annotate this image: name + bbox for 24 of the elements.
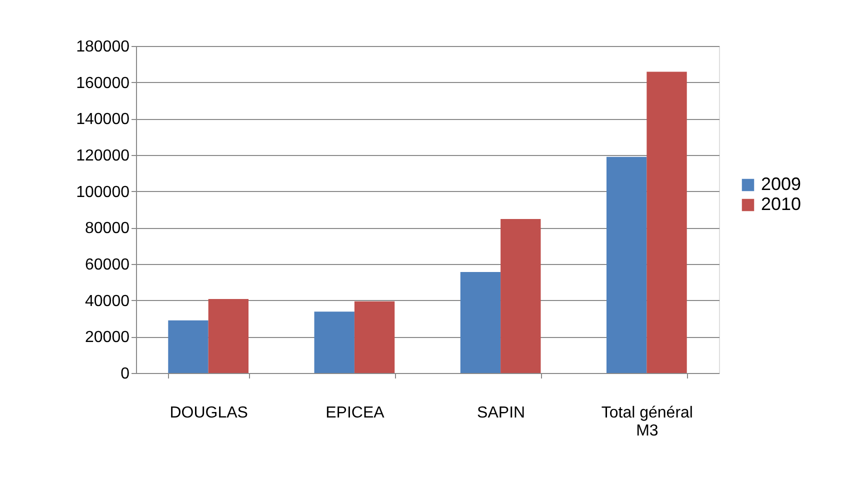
legend-label: 2010 — [761, 194, 802, 214]
bar — [314, 312, 354, 373]
bar — [354, 301, 395, 373]
x-tick-label: Total général M3 — [601, 404, 693, 440]
y-tick-label: 120000 — [76, 148, 130, 164]
y-tick-label: 0 — [120, 366, 130, 382]
y-tick-label: 40000 — [85, 292, 130, 310]
bar — [606, 156, 647, 373]
bar — [646, 72, 687, 373]
y-tick-label: 100000 — [76, 184, 130, 201]
legend-label: 2009 — [761, 174, 802, 194]
y-tick-label: 20000 — [85, 329, 130, 346]
y-tick-label: 80000 — [85, 220, 130, 238]
bar — [208, 299, 249, 373]
x-tick-label: SAPIN — [477, 404, 526, 422]
bar — [460, 272, 501, 373]
y-tick-label: 160000 — [76, 74, 130, 92]
bar — [168, 320, 208, 373]
bar — [500, 218, 541, 373]
y-tick-label: 180000 — [76, 38, 130, 56]
y-tick-label: 140000 — [76, 111, 130, 128]
x-tick-label: DOUGLAS — [170, 404, 248, 422]
x-tick-label: EPICEA — [326, 404, 385, 422]
y-tick-label: 60000 — [85, 256, 130, 274]
